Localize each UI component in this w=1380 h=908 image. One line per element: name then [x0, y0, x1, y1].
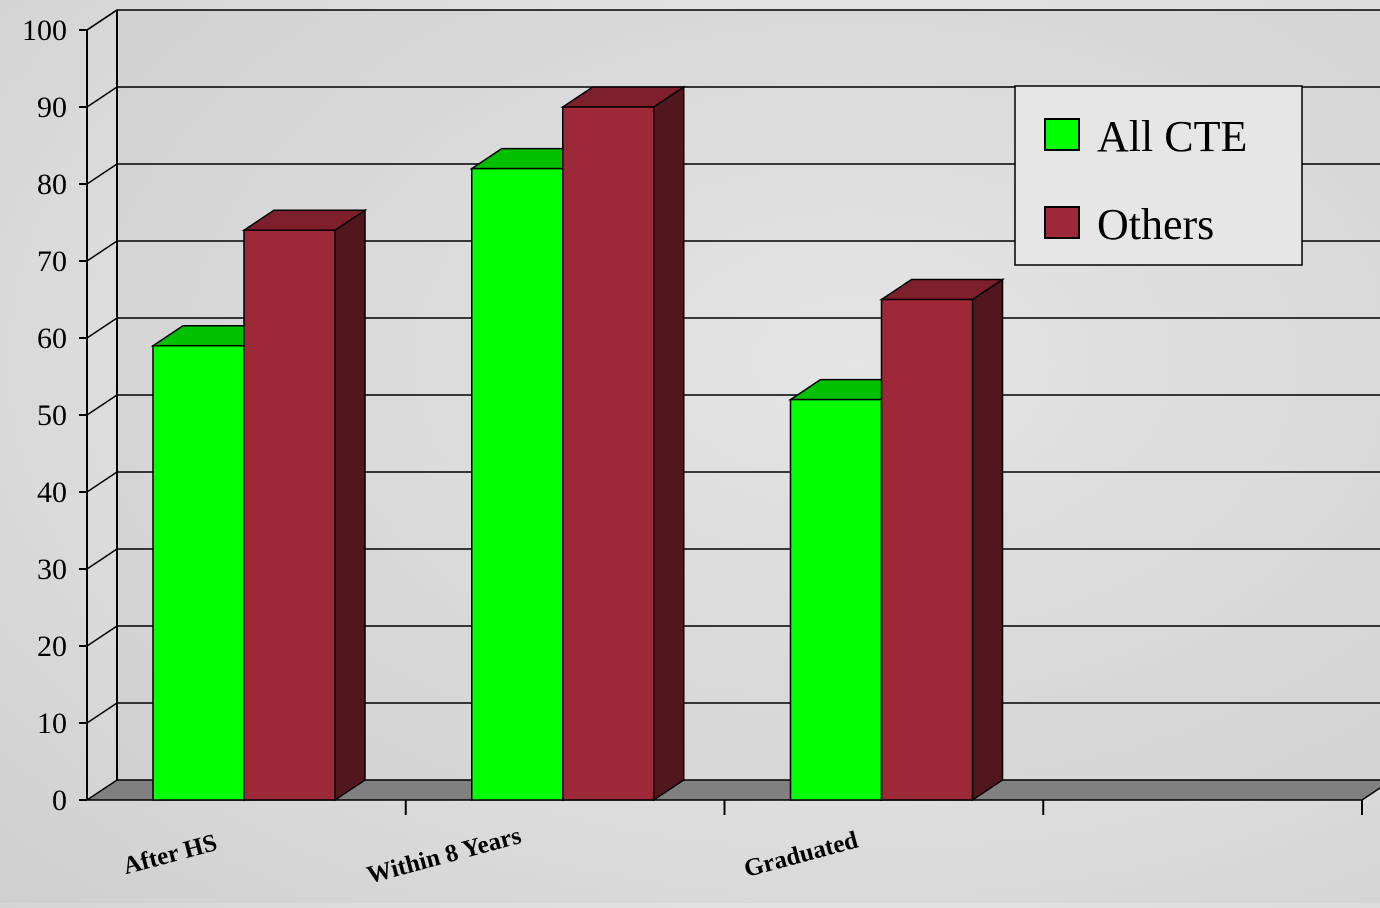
y-axis-top-depth: [86, 9, 118, 31]
bar-all-cte-graduated-front: [789, 398, 883, 801]
legend-swatch-all-cte: [1044, 118, 1080, 151]
y-tick-label-40: 40: [37, 476, 67, 509]
y-tick-label-100: 100: [22, 14, 67, 47]
legend-item-others: Others: [1044, 200, 1214, 249]
y-tick-label-20: 20: [37, 630, 67, 663]
gridline-depth-10: [86, 702, 118, 724]
y-tick-label-0: 0: [52, 784, 67, 817]
y-tick-label-10: 10: [37, 707, 67, 740]
gridline-depth-90: [86, 86, 118, 108]
bar-others-within-8-years-front: [562, 106, 655, 801]
bar-others-within-8-years: [560, 85, 687, 802]
gridline-depth-30: [86, 548, 118, 570]
gridline-depth-40: [86, 471, 118, 493]
bar-all-cte-after-hs-front: [152, 344, 245, 801]
legend-item-all-cte: All CTE: [1044, 112, 1247, 161]
y-tick-label-80: 80: [37, 168, 67, 201]
bar-others-graduated-front: [880, 298, 974, 801]
gridline-depth-80: [86, 163, 118, 185]
y-tick-label-30: 30: [37, 553, 67, 586]
bar-all-cte-within-8-years-front: [471, 167, 564, 801]
gridline-depth-60: [86, 317, 118, 339]
x-category-label-after-hs: After HS: [120, 829, 220, 880]
bar-others-after-hs-front: [243, 229, 336, 801]
legend-label-all-cte: All CTE: [1097, 112, 1247, 161]
gridline-depth-70: [86, 240, 118, 262]
bar-others-after-hs-side: [334, 208, 366, 802]
x-category-label-graduated: Graduated: [741, 827, 861, 883]
bars-layer: [150, 85, 1005, 802]
y-tick-label-60: 60: [37, 322, 67, 355]
legend-swatch-others: [1044, 206, 1080, 239]
y-tick-label-70: 70: [37, 245, 67, 278]
bar-others-graduated: [879, 278, 1005, 802]
bar-others-after-hs: [241, 208, 368, 802]
gridline-depth-20: [86, 625, 118, 647]
legend-label-others: Others: [1097, 200, 1214, 249]
x-category-label-within-8-years: Within 8 Years: [364, 822, 524, 889]
bar-others-within-8-years-side: [653, 85, 685, 802]
y-tick-label-50: 50: [37, 399, 67, 432]
gridline-depth-50: [86, 394, 118, 416]
legend: All CTE Others: [1014, 85, 1303, 266]
bar-others-graduated-side: [971, 278, 1004, 802]
y-tick-label-90: 90: [37, 91, 67, 124]
axes-layer: [79, 9, 1363, 815]
